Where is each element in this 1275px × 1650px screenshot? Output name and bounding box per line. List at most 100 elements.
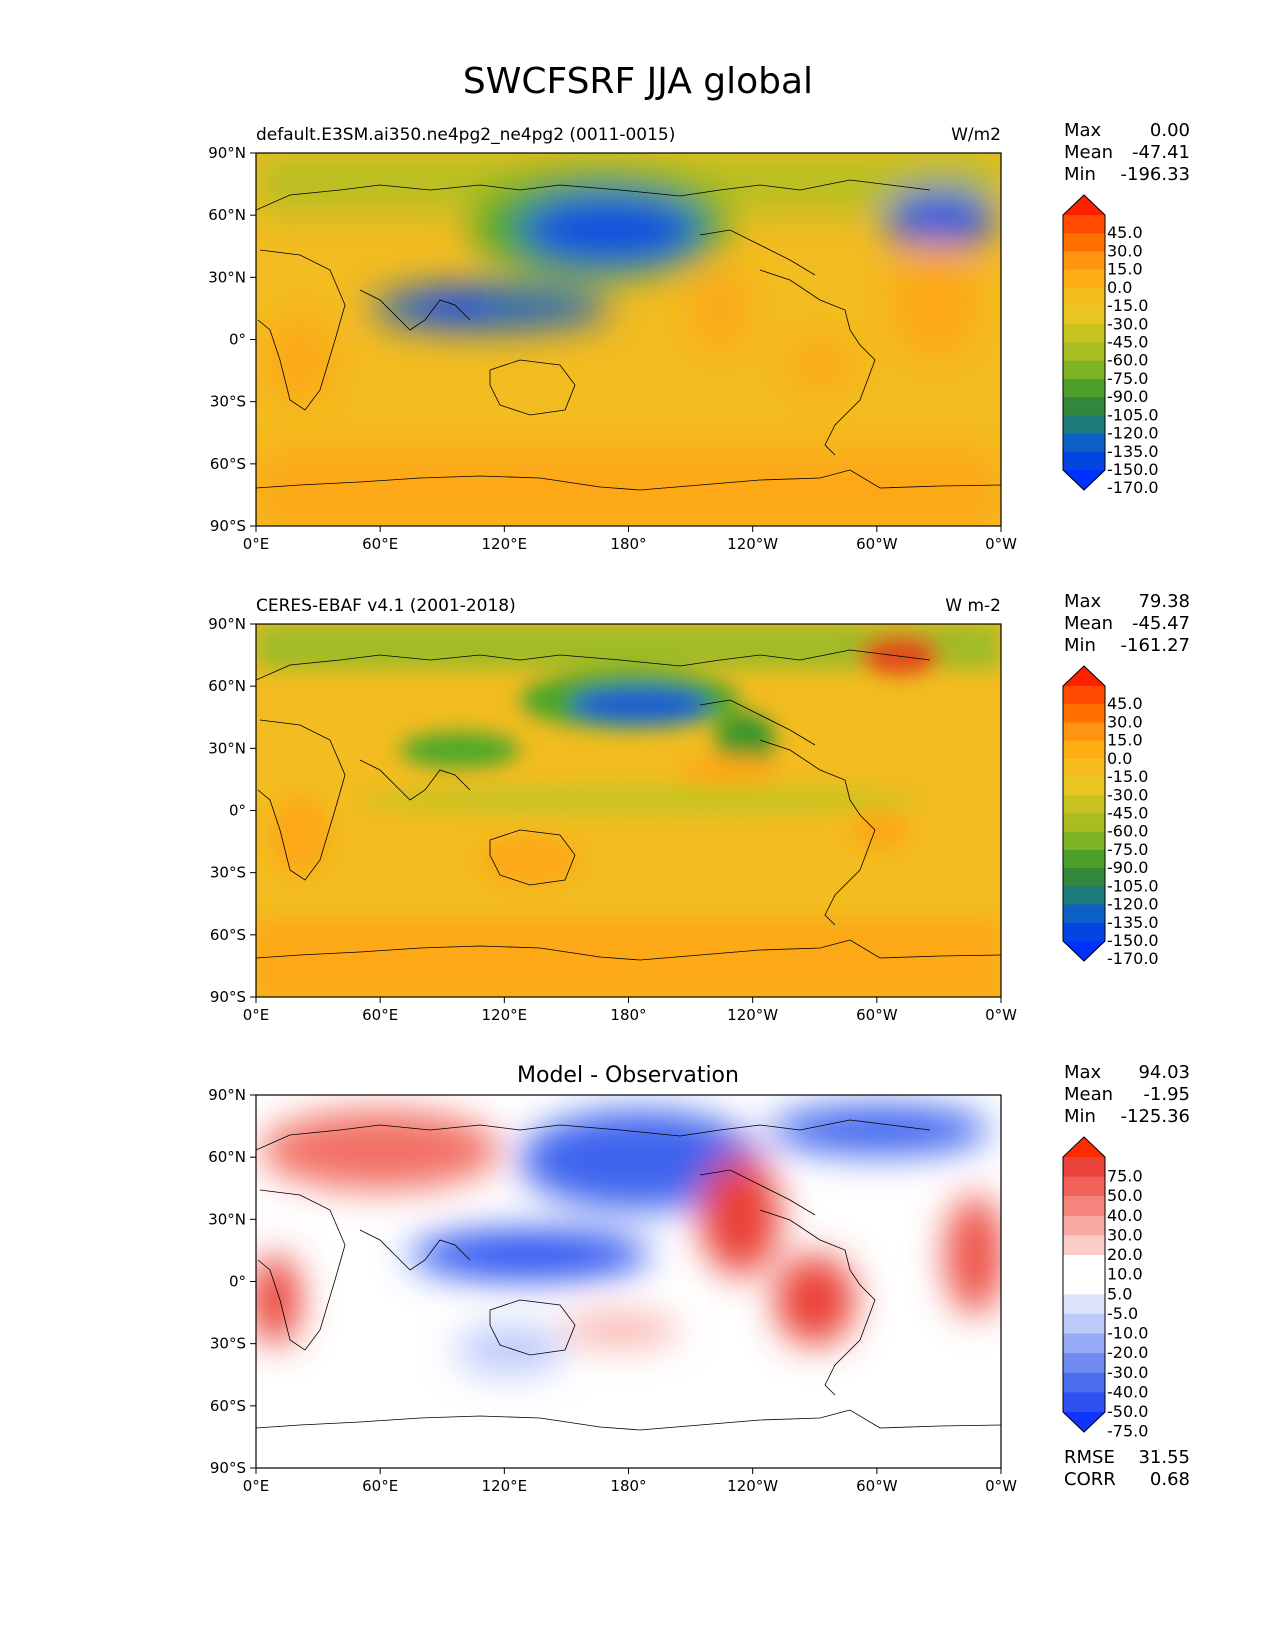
colorbar-segment [1063,1196,1105,1217]
colorbar-tick-label: -75.0 [1107,1422,1148,1441]
colorbar-tick-label: 20.0 [1107,1245,1143,1264]
stats-block: Max 79.38 Mean -45.47 Min -161.27 [1064,591,1190,656]
panel-units: W m-2 [945,596,1001,616]
colorbar-segment [1063,1274,1105,1295]
lat-tick-label: 90°N [208,615,246,633]
colorbar-segment [1063,922,1105,942]
colorbar-tick-label: -15.0 [1107,296,1148,315]
colorbar-segment [1063,1392,1105,1413]
colorbar-outline [1062,194,1106,491]
lon-tick-label: 60°W [856,535,898,553]
coastlines-model [256,179,1001,491]
lat-tick-label: 90°N [208,144,246,162]
colorbar-segment [1063,1313,1105,1335]
stat-value: -125.36 [1121,1106,1190,1127]
colorbar-segment [1063,1353,1105,1374]
colorbar-tick-label: -150.0 [1107,460,1159,479]
lon-tick-label: 0°E [243,1006,270,1024]
stats-block: Max 94.03 Mean -1.95 Min -125.36 [1064,1062,1190,1127]
lat-tick-label: 30°S [210,864,246,882]
colorbar-tick-label: 40.0 [1107,1206,1143,1225]
lat-axis: 90°N 60°N 30°N 0° 30°S 60°S 90°S [208,1086,256,1477]
colorbar-segment [1063,433,1105,453]
panel-units: W/m2 [951,125,1001,145]
stat-label: Max [1064,120,1102,141]
lon-tick-label: 120°E [482,535,528,553]
colorbar-tick-label: -75.0 [1107,369,1148,388]
colorbar-segment [1063,233,1105,252]
colorbar-tick-label: 50.0 [1107,1186,1143,1205]
lon-tick-label: 0°W [985,1477,1017,1495]
colorbar-obs: 45.030.015.00.0-15.0-30.0-45.0-60.0-75.0… [1062,665,1159,968]
map-field-obs [256,624,1001,997]
map-field-diff [256,1095,1001,1468]
colorbar-extend-min [1063,941,1105,961]
stat-label: RMSE [1064,1447,1115,1468]
stat-label: Mean [1064,613,1113,634]
lat-tick-label: 90°S [210,517,246,535]
lon-tick-label: 120°W [727,1477,778,1495]
colorbar-segment [1063,1215,1105,1236]
colorbar-tick-label: 15.0 [1107,260,1143,279]
colorbar-segment [1063,831,1105,851]
colorbar-outline [1062,665,1106,962]
colorbar-tick-label: 0.0 [1107,749,1132,768]
colorbar-segment [1063,1333,1105,1354]
colorbar-model: 45.030.015.00.0-15.0-30.0-45.0-60.0-75.0… [1062,194,1159,497]
colorbar-tick-label: -90.0 [1107,858,1148,877]
footer-stats: RMSE 31.55 CORR 0.68 [1064,1447,1190,1490]
colorbar-tick-label: -170.0 [1107,478,1159,497]
lat-tick-label: 60°N [208,206,246,224]
colorbar-tick-label: 30.0 [1107,241,1143,260]
lat-tick-label: 30°S [210,393,246,411]
colorbar-segment [1063,1235,1105,1256]
colorbar-segment [1063,722,1105,742]
colorbar-tick-label: -135.0 [1107,442,1159,461]
colorbar-tick-label: 45.0 [1107,694,1143,713]
colorbar-tick-label: -105.0 [1107,405,1159,424]
lat-axis: 90°N 60°N 30°N 0° 30°S 60°S 90°S [208,144,256,535]
colorbar-segment [1063,306,1105,325]
colorbar-segment [1063,415,1105,435]
lon-tick-label: 0°W [985,1006,1017,1024]
colorbar-tick-label: -45.0 [1107,333,1148,352]
colorbar-segment [1063,324,1105,343]
stat-value: -47.41 [1132,142,1190,163]
colorbar-segment [1063,849,1105,869]
colorbar-segment [1063,251,1105,271]
colorbar-diff: 75.050.040.030.020.010.05.0-5.0-10.0-20.… [1062,1136,1148,1441]
colorbar-extend-max [1063,1137,1105,1157]
colorbar-segment [1063,360,1105,380]
lon-tick-label: 0°E [243,535,270,553]
colorbar-tick-label: -60.0 [1107,351,1148,370]
colorbar-extend-min [1063,470,1105,490]
lon-axis: 0°E 60°E 120°E 180° 120°W 60°W 0°W [243,997,1017,1024]
lat-tick-label: 90°S [210,988,246,1006]
lat-tick-label: 30°S [210,1335,246,1353]
colorbar-tick-label: 10.0 [1107,1265,1143,1284]
lon-tick-label: 180° [610,535,646,553]
colorbar-tick-label: -30.0 [1107,785,1148,804]
panel-left-title: default.E3SM.ai350.ne4pg2_ne4pg2 (0011-0… [256,125,675,145]
lon-tick-label: 0°E [243,1477,270,1495]
colorbar-tick-label: -30.0 [1107,314,1148,333]
colorbar-segment [1063,777,1105,796]
colorbar-segment [1063,1176,1105,1197]
lat-tick-label: 90°S [210,1459,246,1477]
stat-label: Mean [1064,142,1113,163]
lon-tick-label: 180° [610,1006,646,1024]
colorbar-segment [1063,704,1105,723]
colorbar-segment [1063,215,1105,234]
colorbar-segment [1063,1157,1105,1178]
stat-value: -45.47 [1132,613,1190,634]
colorbar-tick-label: 5.0 [1107,1284,1132,1303]
colorbar-segment [1063,342,1105,362]
colorbar-segment [1063,758,1105,778]
stat-value: -196.33 [1121,164,1190,185]
colorbar-segment [1063,1294,1105,1315]
stats-block: Max 0.00 Mean -47.41 Min -196.33 [1064,120,1190,185]
lon-tick-label: 120°E [482,1477,528,1495]
stat-label: Max [1064,1062,1102,1083]
stat-value: 31.55 [1138,1447,1190,1468]
